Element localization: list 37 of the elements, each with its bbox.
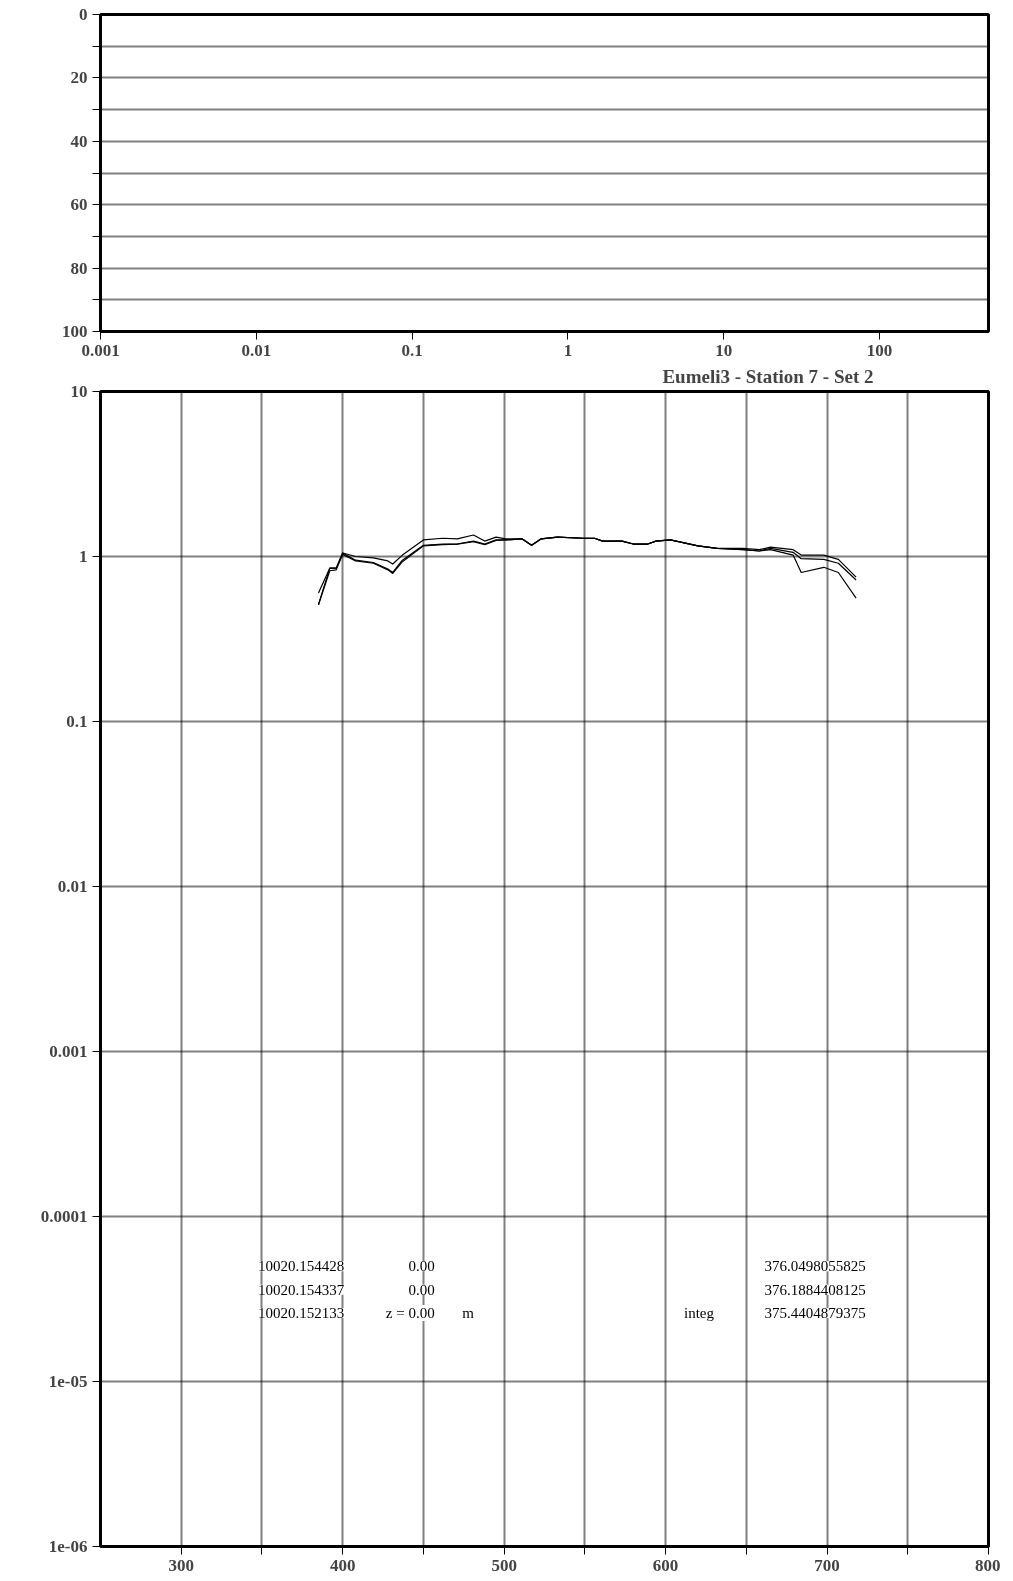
- x-tick-label: 0.01: [241, 340, 272, 360]
- y-tick-label: 20: [70, 68, 88, 88]
- x-tick-label: 0.1: [401, 340, 423, 360]
- annotation: 10020.154337: [258, 1281, 345, 1298]
- y-tick-label: 10: [70, 382, 88, 401]
- y-tick-label: 0: [79, 5, 88, 24]
- y-tick-label: 0.01: [57, 877, 88, 896]
- annotation: m: [462, 1305, 475, 1322]
- y-tick-label: 0.1: [66, 712, 88, 731]
- annotation: 375.4404879375: [764, 1305, 866, 1322]
- y-tick-label: 80: [70, 258, 88, 278]
- annotation: z = 0.00: [385, 1305, 435, 1322]
- annotation: 10020.154428: [258, 1258, 345, 1275]
- x-tick-label: 400: [329, 1555, 356, 1575]
- x-tick-label: 500: [491, 1555, 517, 1575]
- annotation: 10020.152133: [258, 1305, 345, 1322]
- y-tick-label: 100: [62, 322, 88, 341]
- annotation: integ: [684, 1305, 715, 1322]
- y-tick-label: 40: [70, 131, 88, 151]
- annotation: 376.1884408125: [764, 1281, 866, 1298]
- x-tick-label: 300: [168, 1555, 194, 1575]
- x-tick-label: 100: [866, 340, 893, 360]
- y-tick-label: 1: [79, 547, 88, 566]
- y-tick-label: 1e-06: [48, 1537, 88, 1556]
- y-tick-label: 0.001: [49, 1042, 88, 1061]
- annotation: 376.0498055825: [764, 1258, 866, 1275]
- chart-title: Eumeli3 - Station 7 - Set 2: [662, 365, 874, 387]
- y-tick-label: 60: [70, 195, 88, 215]
- y-tick-label: 0.0001: [40, 1207, 88, 1226]
- x-tick-label: 600: [652, 1555, 679, 1575]
- x-tick-label: 1: [563, 340, 573, 360]
- x-tick-label: 10: [715, 340, 733, 360]
- y-tick-label: 1e-05: [48, 1372, 88, 1391]
- x-tick-label: 800: [975, 1555, 1001, 1575]
- x-tick-label: 700: [814, 1555, 840, 1575]
- annotation: 0.00: [408, 1258, 435, 1275]
- annotation: 0.00: [408, 1281, 435, 1298]
